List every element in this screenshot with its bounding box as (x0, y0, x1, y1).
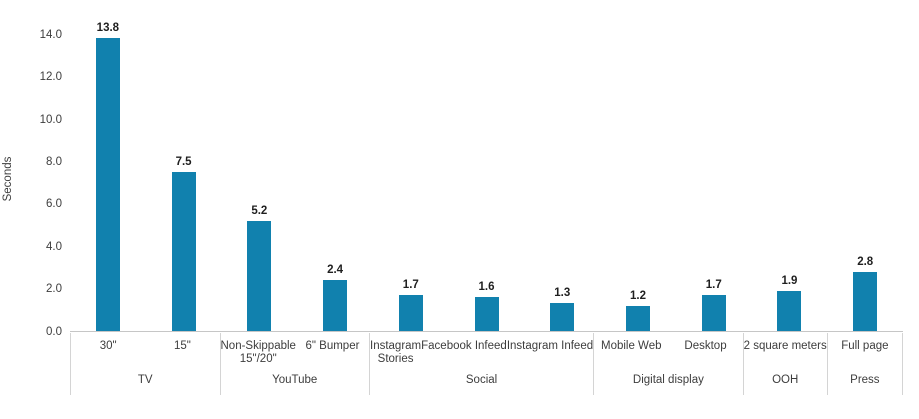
y-tick-label: 0.0 (46, 325, 62, 338)
category-label-row: Mobile Web Desktop (594, 333, 743, 369)
bar-slot: 1.9 (752, 20, 828, 331)
bar (95, 38, 120, 331)
category-label: 30" (99, 340, 117, 352)
category-label-row: Non-Skippable 15"/20" 6" Bumper (221, 333, 370, 369)
y-tick-label: 2.0 (46, 283, 62, 296)
y-tick-label: 6.0 (46, 198, 62, 211)
category-label: 15" (173, 340, 191, 352)
category-label: 6" Bumper (305, 340, 360, 352)
group-box: Full page Press (826, 333, 903, 395)
bar (853, 271, 878, 331)
group-box: 30" 15" TV (70, 333, 220, 395)
bar-slot: 2.4 (297, 20, 373, 331)
group-label: Social (465, 374, 498, 386)
bar (626, 305, 650, 331)
bar-value-label: 1.2 (630, 289, 646, 302)
category-label: Facebook Infeed (421, 340, 507, 352)
bar-slot: 1.7 (373, 20, 449, 331)
bar-slot: 2.8 (827, 20, 903, 331)
bar-slot: 1.2 (600, 20, 676, 331)
group-label: YouTube (272, 374, 318, 386)
y-tick-label: 12.0 (39, 71, 62, 84)
bar-value-label: 5.2 (251, 204, 268, 217)
group-box: Instagram Stories Facebook Infeed Instagra… (369, 333, 593, 395)
category-label: Non-Skippable 15"/20" (220, 340, 296, 365)
bar-value-label: 1.7 (402, 278, 419, 291)
x-axis-groups: 30" 15" TV Non-Skippable 15"/20" 6" Bumper Yo… (70, 333, 903, 395)
group-label: TV (137, 374, 153, 386)
bar (777, 290, 802, 331)
y-tick-label: 10.0 (39, 113, 62, 126)
category-label-row: Full page (828, 333, 902, 369)
category-label-row: 30" 15" (71, 333, 220, 369)
bar (701, 294, 726, 331)
group-box: 2 square meters OOH (742, 333, 827, 395)
y-tick-label: 4.0 (46, 240, 62, 253)
bar (398, 294, 423, 331)
bar (171, 172, 196, 331)
bar-value-label: 1.3 (554, 287, 571, 300)
bar (474, 297, 499, 331)
bar-slot: 1.6 (449, 20, 525, 331)
category-label: 2 square meters (743, 340, 827, 352)
group-box: Mobile Web Desktop Digital display (593, 333, 743, 395)
group-label: OOH (772, 374, 799, 386)
category-label: Mobile Web (600, 340, 662, 352)
y-tick-label: 8.0 (46, 155, 62, 168)
plot-area: 13.8 7.5 5.2 2.4 1.7 1.6 1.3 1.2 1.7 1.9 2.8 (70, 20, 903, 332)
category-label: Instagram Stories (370, 340, 422, 365)
bar (247, 220, 272, 331)
category-label: Instagram Infeed (506, 340, 594, 352)
group-box: Non-Skippable 15"/20" 6" Bumper YouTube (219, 333, 370, 395)
bar (550, 303, 575, 331)
group-label: Press (850, 374, 880, 386)
category-label-row: Instagram Stories Facebook Infeed Instagra… (370, 333, 593, 369)
bar-value-label: 2.4 (327, 264, 344, 277)
bar-value-label: 7.5 (175, 156, 192, 168)
bar-slot: 1.3 (524, 20, 600, 331)
bar-value-label: 1.7 (705, 278, 722, 291)
bar-slot: 1.7 (676, 20, 752, 331)
category-label: Full page (841, 340, 889, 352)
category-label: Desktop (684, 340, 727, 352)
y-axis: Seconds 0.0 2.0 4.0 6.0 8.0 10.0 12.0 14.0 (0, 20, 64, 338)
bar-value-label: 1.6 (478, 281, 495, 294)
bar-slot: 7.5 (146, 20, 222, 331)
bar-value-label: 2.8 (857, 255, 874, 268)
bar-slot: 5.2 (221, 20, 297, 331)
bar-value-label: 1.9 (781, 274, 798, 287)
category-label-row: 2 square meters (744, 333, 827, 369)
bar-value-label: 13.8 (96, 22, 120, 35)
group-label: Digital display (632, 374, 704, 386)
y-tick-label: 14.0 (39, 28, 62, 41)
bar-slot: 13.8 (70, 20, 146, 331)
bar (323, 280, 348, 331)
